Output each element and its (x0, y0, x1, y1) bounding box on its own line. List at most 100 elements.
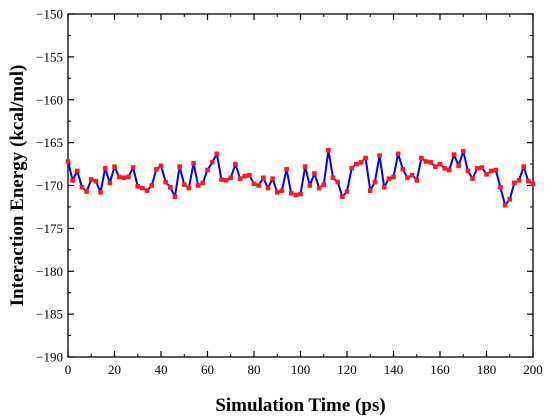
data-point-marker (79, 184, 85, 190)
series-line (67, 149, 534, 207)
data-point-marker (437, 161, 443, 167)
data-point-marker (256, 183, 261, 188)
data-point-marker (456, 163, 461, 169)
data-point-marker (460, 148, 466, 154)
data-point-marker (102, 166, 108, 171)
data-point-marker (163, 179, 168, 185)
series-layer (65, 148, 536, 208)
data-point-marker (447, 167, 452, 173)
data-point-marker (121, 175, 127, 181)
y-tick-label: −155 (36, 49, 63, 64)
x-axis-ticks: 0 20 40 60 80 100 120 140 160 180 200 (65, 14, 543, 377)
data-point-marker (377, 153, 382, 158)
data-point-marker (251, 181, 257, 187)
data-point-marker (498, 184, 503, 190)
data-point-marker (177, 164, 182, 169)
data-point-marker (321, 182, 327, 187)
data-point-marker (274, 190, 280, 195)
y-tick-label: −175 (36, 221, 63, 236)
x-tick-label: 40 (155, 362, 168, 377)
data-point-marker (158, 163, 164, 169)
data-point-marker (70, 178, 75, 183)
data-point-marker (423, 159, 429, 164)
data-point-marker (326, 148, 331, 153)
data-point-marker (116, 174, 122, 180)
data-point-marker (465, 168, 471, 174)
data-point-marker (479, 165, 485, 170)
x-tick-label: 0 (65, 362, 72, 377)
data-point-marker (409, 172, 415, 178)
data-point-marker (470, 176, 475, 181)
data-point-marker (205, 167, 210, 173)
data-point-marker (168, 184, 173, 190)
x-tick-label: 180 (477, 362, 497, 377)
data-point-marker (84, 189, 89, 194)
data-point-marker (526, 178, 531, 184)
data-point-marker (428, 160, 433, 165)
data-point-marker (149, 183, 154, 188)
data-point-marker (414, 178, 420, 183)
data-point-marker (200, 180, 206, 186)
data-point-marker (367, 188, 373, 193)
y-tick-label: −180 (36, 264, 63, 279)
data-point-marker (112, 164, 117, 169)
x-tick-label: 60 (201, 362, 214, 377)
data-point-marker (191, 160, 196, 166)
data-point-marker (223, 178, 229, 183)
x-tick-label: 160 (430, 362, 450, 377)
data-point-marker (488, 168, 494, 174)
data-point-marker (349, 166, 354, 171)
data-point-marker (181, 182, 187, 187)
x-tick-label: 120 (337, 362, 357, 377)
data-point-marker (316, 185, 322, 191)
data-point-marker (358, 160, 364, 165)
data-point-marker (302, 164, 308, 169)
data-point-marker (419, 155, 424, 161)
data-point-marker (363, 155, 368, 161)
data-point-marker (186, 185, 192, 191)
y-tick-label: −160 (36, 92, 63, 107)
data-point-marker (93, 178, 99, 184)
data-point-marker (507, 196, 513, 202)
data-point-marker (521, 164, 526, 169)
data-point-marker (242, 173, 247, 179)
data-point-marker (214, 151, 220, 157)
data-point-marker (405, 175, 410, 181)
x-tick-label: 200 (523, 362, 543, 377)
y-tick-label: −165 (36, 135, 63, 150)
data-point-marker (219, 177, 224, 182)
data-point-marker (474, 166, 480, 171)
data-point-marker (330, 175, 336, 181)
data-point-marker (386, 176, 392, 181)
y-axis-title: Interaction Energy (kcal/mol) (7, 65, 28, 307)
data-point-marker (270, 176, 275, 181)
data-point-marker (195, 183, 201, 188)
data-point-marker (247, 172, 252, 178)
data-point-marker (265, 185, 271, 191)
data-point-marker (279, 188, 285, 193)
data-point-marker (372, 179, 378, 185)
data-point-marker (293, 192, 299, 198)
data-point-marker (126, 174, 131, 180)
x-axis-title: Simulation Time (ps) (215, 395, 385, 416)
y-tick-label: −190 (36, 350, 63, 365)
data-point-marker (228, 175, 234, 181)
data-point-marker (335, 179, 340, 185)
x-tick-label: 20 (108, 362, 121, 377)
data-point-marker (172, 194, 178, 199)
data-point-marker (307, 183, 313, 188)
data-point-marker (502, 202, 508, 208)
data-point-marker (442, 166, 447, 171)
y-tick-label: −170 (36, 178, 63, 193)
data-point-marker (107, 180, 113, 186)
y-tick-label: −185 (36, 307, 63, 322)
data-point-marker (75, 168, 80, 174)
data-point-marker (144, 188, 150, 193)
data-point-marker (130, 165, 136, 170)
data-point-marker (135, 184, 141, 189)
y-axis-ticks: −190 −185 −180 −175 −170 −165 −160 −155 −150 (36, 7, 533, 365)
data-point-marker (312, 171, 317, 176)
data-point-marker (261, 175, 266, 181)
